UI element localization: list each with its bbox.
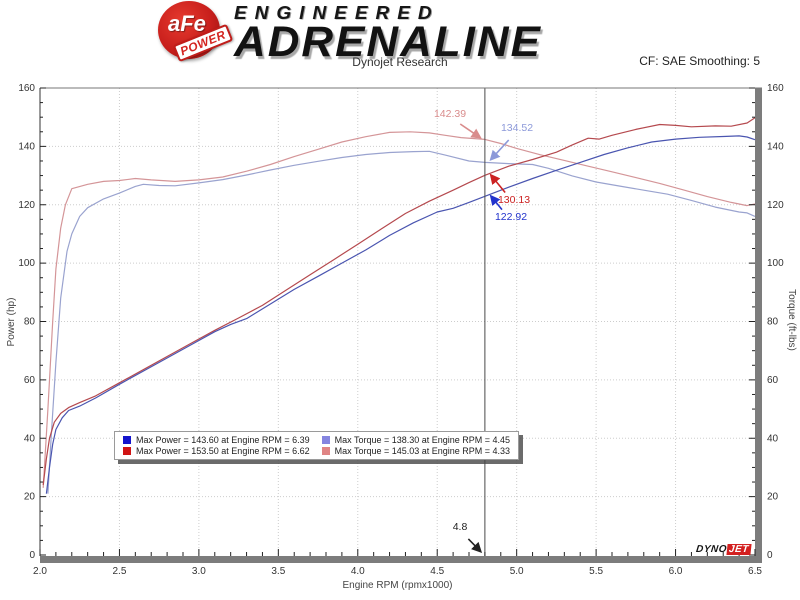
legend-label: Max Power = 143.60 at Engine RPM = 6.39 (136, 435, 310, 445)
dynojet-logo-jet: JET (726, 544, 752, 555)
x-axis-label: Engine RPM (rpmx1000) (342, 580, 452, 591)
svg-text:80: 80 (767, 317, 779, 328)
cursor-value-0: 142.39 (434, 108, 466, 120)
svg-text:6.5: 6.5 (748, 566, 762, 577)
svg-text:5.5: 5.5 (589, 566, 603, 577)
engineered-text: ENGINEERED (234, 3, 440, 24)
axis-ticks (39, 87, 756, 556)
gridlines (40, 88, 755, 555)
legend-box: Max Power = 143.60 at Engine RPM = 6.39 … (114, 431, 520, 460)
legend-label: Max Power = 153.50 at Engine RPM = 6.62 (136, 446, 310, 456)
svg-text:60: 60 (24, 375, 36, 386)
svg-text:100: 100 (18, 258, 35, 269)
svg-text:60: 60 (767, 375, 779, 386)
curve-0 (42, 131, 756, 488)
cursor-value-2: 130.13 (498, 194, 530, 206)
svg-text:140: 140 (767, 141, 784, 152)
cursor-callouts: 142.39 134.52 130.13 122.92 4.8 (434, 108, 533, 553)
svg-text:80: 80 (24, 317, 36, 328)
legend-item-max-torque-run1: Max Torque = 138.30 at Engine RPM = 4.45 (321, 435, 511, 445)
adrenaline-text: ADRENALINE (234, 18, 542, 66)
svg-text:20: 20 (24, 492, 36, 503)
svg-text:0: 0 (767, 550, 773, 561)
afe-logo-text: aFe (168, 11, 206, 36)
svg-text:6.0: 6.0 (669, 566, 683, 577)
svg-text:5.0: 5.0 (510, 566, 524, 577)
svg-text:160: 160 (18, 83, 35, 94)
axis-tick-labels: 2.0 2.5 3.0 3.5 4.0 4.5 5.0 5.5 6.0 6.5 0 0 20 20 40 40… (18, 83, 784, 577)
svg-text:120: 120 (18, 200, 35, 211)
svg-text:2.0: 2.0 (33, 566, 47, 577)
svg-text:40: 40 (767, 433, 779, 444)
svg-text:4.5: 4.5 (430, 566, 444, 577)
dyno-curves (42, 117, 756, 494)
svg-text:2.5: 2.5 (112, 566, 126, 577)
dynojet-logo-dyno: DYNO (695, 544, 728, 555)
afe-brand-logo: aFe POWER ENGINEERED ADRENALINE (158, 1, 540, 64)
afe-power-logo: aFe POWER (158, 1, 234, 63)
svg-text:100: 100 (767, 258, 784, 269)
legend-swatch-torque-run1 (321, 436, 330, 444)
svg-text:140: 140 (18, 141, 35, 152)
cursor-value-1: 134.52 (501, 122, 533, 134)
legend-item-max-power-run2: Max Power = 153.50 at Engine RPM = 6.62 (123, 446, 310, 456)
legend-item-max-torque-run2: Max Torque = 145.03 at Engine RPM = 4.33 (321, 446, 511, 456)
svg-text:3.5: 3.5 (271, 566, 285, 577)
svg-text:120: 120 (767, 200, 784, 211)
svg-text:40: 40 (24, 433, 36, 444)
svg-text:160: 160 (767, 83, 784, 94)
legend-swatch-torque-run2 (321, 447, 330, 455)
chart-title: Dynojet Research (352, 55, 448, 69)
legend-swatch-power-run2 (123, 447, 131, 455)
cursor-value-3: 122.92 (495, 211, 527, 223)
y-axis-label-power: Power (hp) (6, 298, 17, 347)
svg-text:0: 0 (29, 550, 35, 561)
dynojet-logo: DYNO JET (695, 544, 752, 555)
svg-text:4.0: 4.0 (351, 566, 365, 577)
brand-text: ENGINEERED ADRENALINE (234, 3, 540, 64)
svg-text:3.0: 3.0 (192, 566, 206, 577)
legend-item-max-power-run1: Max Power = 143.60 at Engine RPM = 6.39 (123, 435, 310, 445)
legend-swatch-power-run1 (123, 436, 131, 444)
curve-2 (42, 117, 756, 485)
y-axis-label-torque: Torque (ft-lbs) (786, 289, 797, 351)
legend-label: Max Torque = 145.03 at Engine RPM = 4.33 (334, 446, 511, 456)
curve-1 (47, 150, 756, 494)
svg-text:20: 20 (767, 492, 779, 503)
cursor-rpm-label: 4.8 (453, 521, 468, 533)
axes (39, 87, 762, 563)
legend-label: Max Torque = 138.30 at Engine RPM = 4.45 (334, 435, 511, 445)
curve-3 (45, 135, 756, 494)
cf-smoothing-label: CF: SAE Smoothing: 5 (639, 54, 760, 68)
